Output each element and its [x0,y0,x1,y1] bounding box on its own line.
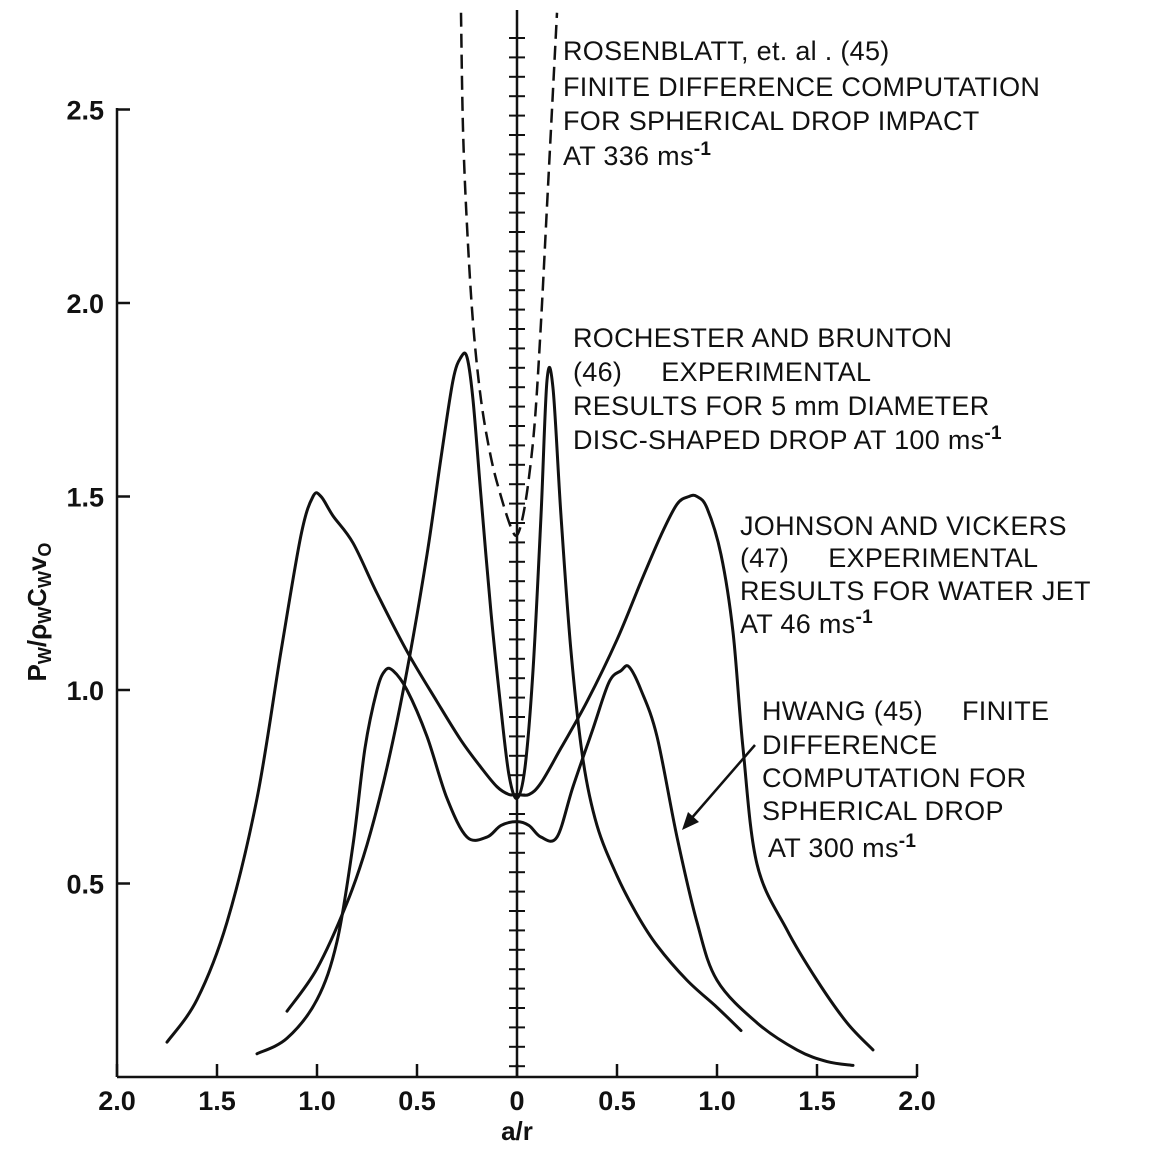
annotation-superscript: -1 [899,831,917,852]
annotation-rochester: ROCHESTER AND BRUNTON (46) EXPERIMENTAL … [573,323,1002,455]
hwang-arrow [682,744,756,830]
y-label-part: C [22,588,52,607]
annotation-line-unit: AT 336 ms-1 [563,139,711,172]
y-label-part: /ρ [22,624,52,647]
annotation-line: JOHNSON AND VICKERS [740,511,1067,541]
annotation-hwang: HWANG (45) FINITE DIFFERENCE COMPUTATION… [762,696,1049,863]
y-tick-label: 2.0 [66,289,104,319]
annotation-superscript: -1 [855,607,873,628]
annotation-line: COMPUTATION FOR [762,763,1026,793]
annotation-line: ROCHESTER AND BRUNTON [573,323,952,353]
y-label-part: W [35,571,55,588]
x-tick-label: 1.0 [298,1086,336,1116]
annotation-unit-text: AT 300 ms [768,833,899,863]
annotation-line: FOR SPHERICAL DROP IMPACT [563,106,980,136]
series-line-rochester [285,351,743,1033]
series-line-johnson [165,491,875,1052]
y-tick-label: 0.5 [66,870,104,900]
x-tick-label: 2.0 [898,1086,936,1116]
series-lines [165,12,875,1067]
annotation-line: SPHERICAL DROP [762,796,1004,826]
x-tick-label: 1.5 [798,1086,836,1116]
x-axis-title: a/r [501,1116,533,1146]
tick-marks [115,37,919,1077]
annotation-line: (47) EXPERIMENTAL [740,543,1038,573]
y-label-part: W [35,647,55,664]
annotation-rosenblatt: ROSENBLATT, et. al . (45) FINITE DIFFERE… [563,36,1040,171]
y-tick-label: 2.5 [66,96,104,126]
annotation-line-unit: AT 300 ms-1 [768,831,916,864]
y-tick-label: 1.0 [66,676,104,706]
tick-labels: 2.0 1.5 1.0 0.5 0 0.5 1.0 1.5 2.0 0.5 1.0 1.5 2.0 2.5 [66,96,935,1117]
annotation-line: ROSENBLATT, et. al . (45) [563,36,890,66]
annotation-unit-text: AT 336 ms [563,141,694,171]
annotation-line-unit: AT 46 ms-1 [740,607,873,640]
y-label-part: P [22,664,52,681]
y-label-part: W [35,607,55,624]
x-tick-label: 1.5 [198,1086,236,1116]
annotation-line: DIFFERENCE [762,730,938,760]
annotation-superscript: -1 [984,423,1002,444]
x-axis-label: a/r [501,1116,533,1146]
annotation-line: RESULTS FOR WATER JET [740,576,1091,606]
x-tick-label: 1.0 [698,1086,736,1116]
annotation-line-unit: DISC-SHAPED DROP AT 100 ms-1 [573,423,1002,456]
annotation-unit-text: DISC-SHAPED DROP AT 100 ms [573,425,984,455]
y-tick-label: 1.5 [66,483,104,513]
annotation-superscript: -1 [694,139,712,160]
annotation-line: FINITE DIFFERENCE COMPUTATION [563,72,1040,102]
annotation-line: HWANG (45) FINITE [762,696,1049,726]
series-line-hwang [255,664,855,1067]
y-axis-label: PW/ρWCWvO [22,543,55,682]
x-tick-label: 0 [509,1086,524,1116]
x-tick-label: 0.5 [398,1086,436,1116]
annotation-line: RESULTS FOR 5 mm DIAMETER [573,391,990,421]
x-tick-label: 2.0 [98,1086,136,1116]
y-axis-title: PW/ρWCWvO [22,543,55,682]
series-line-rosenblatt [459,12,559,537]
y-label-part: v [22,556,52,571]
y-label-part: O [35,543,55,557]
x-tick-label: 0.5 [598,1086,636,1116]
annotation-line: (46) EXPERIMENTAL [573,357,871,387]
annotation-unit-text: AT 46 ms [740,609,855,639]
annotation-johnson: JOHNSON AND VICKERS (47) EXPERIMENTAL RE… [740,511,1091,639]
